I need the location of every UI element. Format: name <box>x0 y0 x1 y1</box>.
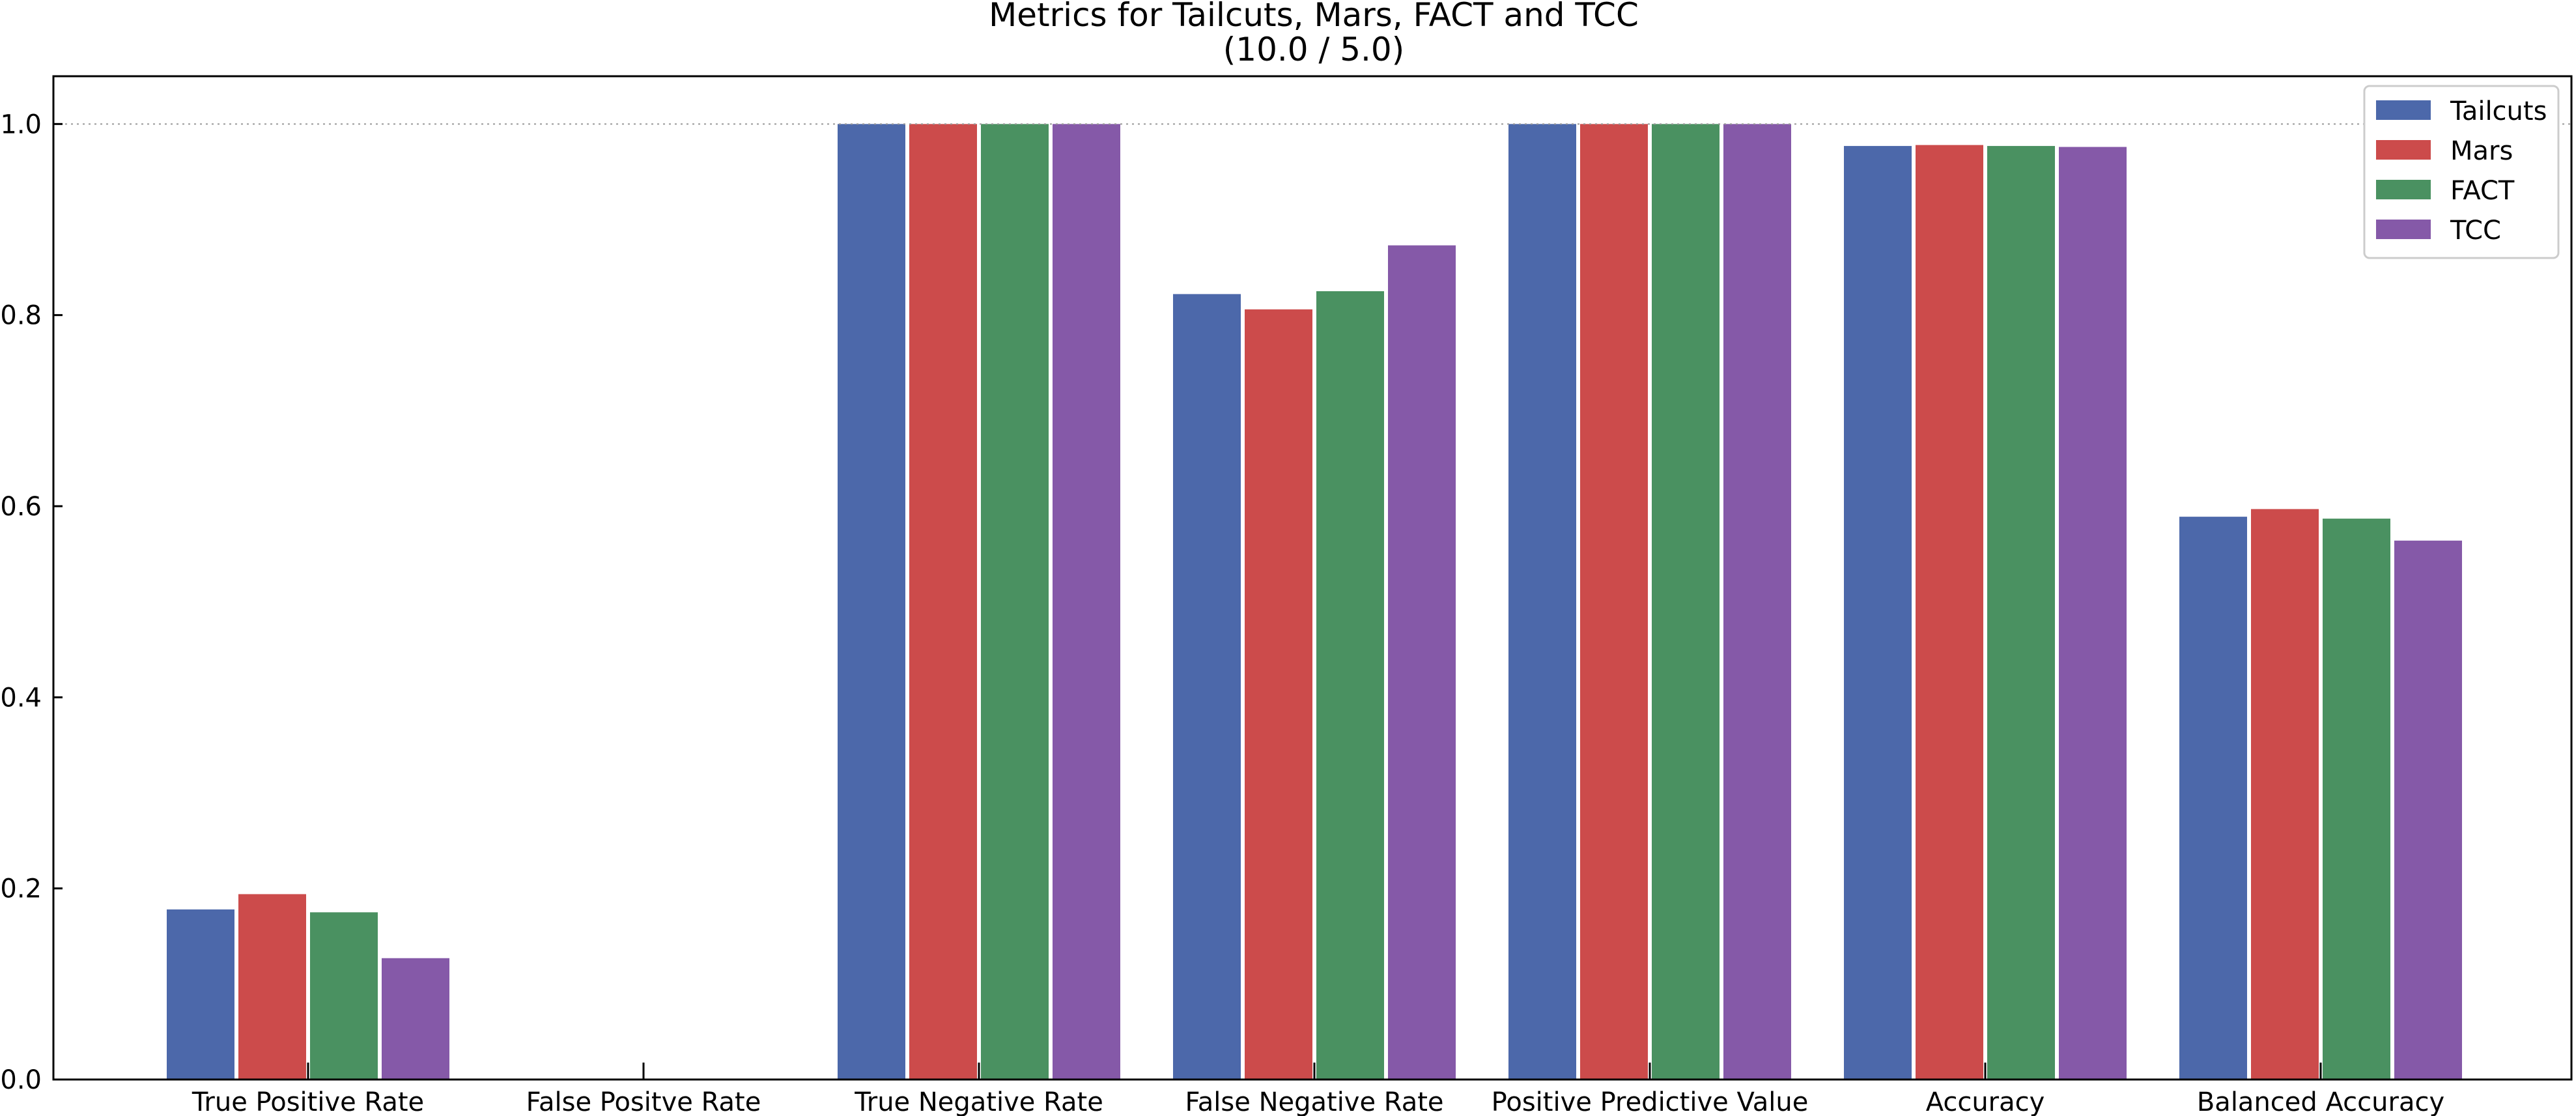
legend-label-fact: FACT <box>2450 176 2515 206</box>
chart-subtitle: (10.0 / 5.0) <box>1223 31 1405 68</box>
bar-tailcuts-5 <box>1844 146 1912 1080</box>
bar-tcc-2 <box>1053 124 1120 1080</box>
bar-tcc-6 <box>2394 540 2462 1080</box>
bar-fact-5 <box>1987 146 2055 1080</box>
axes-layer: 0.0 0.2 0.4 0.6 0.8 1.0 True Positive Rate Fals… <box>0 75 2573 1116</box>
bars-layer <box>167 124 2462 1080</box>
bar-tailcuts-0 <box>167 909 234 1080</box>
y-tick-label-4: 0.8 <box>0 301 42 331</box>
x-tick-label-4: Positive Predictive Value <box>1492 1087 1809 1116</box>
bar-tailcuts-6 <box>2179 517 2247 1080</box>
bar-mars-4 <box>1580 124 1648 1080</box>
y-tick-label-2: 0.4 <box>0 683 42 713</box>
plot-frame <box>52 75 2573 1081</box>
y-tick-label-5: 1.0 <box>0 109 42 139</box>
x-tick-label-0: True Positive Rate <box>191 1087 424 1116</box>
y-tick-label-1: 0.2 <box>0 874 42 904</box>
bar-tcc-4 <box>1723 124 1791 1080</box>
bar-tcc-3 <box>1388 245 1456 1080</box>
bar-tailcuts-4 <box>1508 124 1576 1080</box>
x-tick-label-1: False Positve Rate <box>526 1087 761 1116</box>
x-tick-label-2: True Negative Rate <box>854 1087 1103 1116</box>
bar-fact-3 <box>1316 291 1384 1080</box>
bar-fact-6 <box>2323 519 2390 1080</box>
y-tick-label-3: 0.6 <box>0 492 42 522</box>
bar-tailcuts-3 <box>1173 294 1241 1080</box>
legend-swatch-mars <box>2376 140 2431 160</box>
x-tick-label-3: False Negative Rate <box>1185 1087 1443 1116</box>
bar-fact-0 <box>310 912 378 1080</box>
legend: Tailcuts Mars FACT TCC <box>2363 85 2560 259</box>
legend-label-mars: Mars <box>2450 136 2513 166</box>
legend-box <box>2363 85 2560 259</box>
bar-mars-3 <box>1245 309 1312 1080</box>
x-tick-label-6: Balanced Accuracy <box>2197 1087 2444 1116</box>
legend-swatch-tcc <box>2376 220 2431 239</box>
bar-fact-4 <box>1652 124 1720 1080</box>
bar-tailcuts-2 <box>838 124 905 1080</box>
legend-label-tcc: TCC <box>2450 216 2501 246</box>
x-tick-label-5: Accuracy <box>1926 1087 2045 1116</box>
legend-swatch-fact <box>2376 180 2431 199</box>
bar-tcc-0 <box>382 958 449 1080</box>
bar-mars-0 <box>238 894 306 1080</box>
bar-fact-2 <box>981 124 1049 1080</box>
chart-title: Metrics for Tailcuts, Mars, FACT and TCC <box>989 0 1639 34</box>
bar-mars-2 <box>909 124 977 1080</box>
bar-tcc-5 <box>2059 147 2127 1080</box>
legend-swatch-tailcuts <box>2376 100 2431 120</box>
bar-mars-6 <box>2251 509 2319 1080</box>
bar-mars-5 <box>1916 145 1983 1080</box>
legend-label-tailcuts: Tailcuts <box>2450 96 2547 126</box>
y-tick-label-0: 0.0 <box>0 1065 42 1095</box>
